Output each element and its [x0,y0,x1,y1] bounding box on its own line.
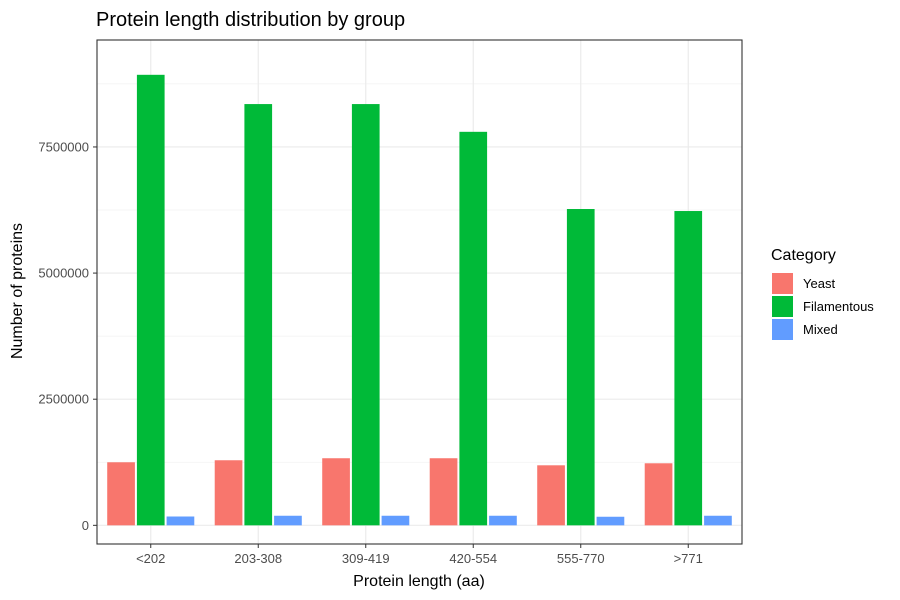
y-axis-title: Number of proteins [9,223,26,359]
bar-filamentous-3 [459,131,488,526]
x-tick-label: 420-554 [449,551,497,566]
chart-title: Protein length distribution by group [96,9,405,31]
y-tick-label: 0 [82,518,89,533]
x-tick-label: 309-419 [342,551,390,566]
bar-filamentous-2 [351,104,380,526]
bar-filamentous-0 [136,74,165,526]
legend-label-mixed: Mixed [803,322,838,337]
y-tick-label: 5000000 [38,266,89,281]
bar-mixed-5 [704,515,732,526]
bar-filamentous-4 [566,209,595,526]
y-axis-ticks: 0 2500000 5000000 7500000 [38,139,97,533]
y-tick-label: 2500000 [38,392,89,407]
bar-mixed-0 [166,516,195,526]
x-tick-label: 555-770 [557,551,605,566]
bar-filamentous-1 [244,104,273,526]
bar-yeast-5 [644,463,673,526]
bar-yeast-1 [214,460,243,526]
bar-yeast-4 [537,465,565,526]
bar-mixed-1 [274,515,302,526]
bar-yeast-0 [107,462,135,526]
bar-mixed-2 [381,515,410,526]
bar-filamentous-5 [674,211,703,526]
legend-key-filamentous [772,296,793,317]
x-axis-title: Protein length (aa) [353,573,485,590]
bar-yeast-2 [322,458,350,526]
legend-title: Category [771,247,836,264]
x-tick-label: <202 [136,551,165,566]
bar-mixed-4 [596,516,625,526]
y-tick-label: 7500000 [38,139,89,154]
legend-key-yeast [772,273,793,294]
panel-background [97,40,742,544]
panel-border [96,39,743,545]
bar-mixed-3 [489,515,517,526]
legend: Category Yeast Filamentous Mixed [771,247,874,340]
x-tick-label: >771 [674,551,703,566]
plot-panel [96,39,743,545]
bar-yeast-3 [429,458,458,526]
x-tick-label: 203-308 [234,551,282,566]
legend-label-yeast: Yeast [803,276,835,291]
x-axis-ticks: <202 203-308 309-419 420-554 555-770 >771 [136,544,703,566]
legend-key-mixed [772,319,793,340]
legend-label-filamentous: Filamentous [803,299,874,314]
